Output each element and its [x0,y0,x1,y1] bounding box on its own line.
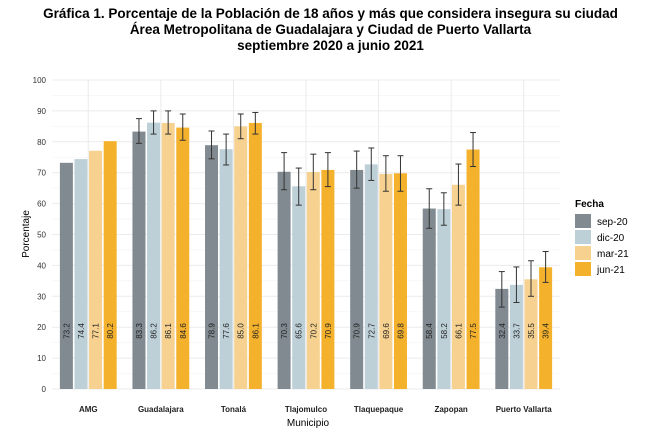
legend-label: sep-20 [597,217,628,228]
data-label: 86.2 [150,323,159,339]
x-tick-label: Tlaquepaque [354,405,404,414]
chart-title-line-3: septiembre 2020 a junio 2021 [237,38,424,53]
bars [59,122,553,390]
data-label: 73.2 [62,323,71,339]
legend: Fecha sep-20 dic-20 mar-21 jun-21 [575,199,629,276]
bar [161,122,175,390]
data-label: 70.9 [324,323,333,339]
data-label: 66.1 [454,323,463,339]
x-axis: AMG Guadalajara Tonalá Tlajomulco Tlaquepaqu… [79,405,552,414]
data-label: 85.0 [237,323,246,339]
x-axis-title: Municipio [287,418,330,429]
data-label: 33.7 [512,323,521,339]
legend-swatch [575,262,591,276]
y-tick-label: 90 [37,107,46,116]
data-label: 84.6 [179,323,188,339]
bar [132,131,146,389]
data-label: 32.4 [498,323,507,339]
bar [277,171,291,389]
y-tick-label: 30 [37,292,46,301]
bar [59,162,73,389]
bar [393,173,407,389]
legend-label: dic-20 [597,233,625,244]
legend-label: mar-21 [597,249,629,260]
bar [379,173,393,389]
y-tick-label: 80 [37,138,46,147]
y-tick-label: 0 [42,385,47,394]
data-label: 58.4 [425,323,434,339]
bar [74,159,88,389]
y-tick-label: 60 [37,200,46,209]
x-tick-label: Zapopan [434,405,467,414]
data-label: 70.9 [353,323,362,339]
bar [524,279,538,389]
y-axis: 0 10 20 30 40 50 60 70 80 90 100 [33,76,47,394]
legend-swatch [575,246,591,260]
y-tick-label: 50 [37,231,46,240]
grid-lines [52,79,560,390]
bar [321,169,335,389]
x-tick-label: Puerto Vallarta [496,405,553,414]
bar [422,208,436,389]
data-label: 69.8 [396,323,405,339]
data-label: 72.7 [367,323,376,339]
data-label: 77.5 [469,323,478,339]
x-tick-label: Guadalajara [138,405,184,414]
x-tick-label: AMG [79,405,98,414]
data-label: 70.2 [309,323,318,339]
y-axis-title: Porcentaje [21,210,32,258]
legend-label: jun-21 [596,265,625,276]
data-label: 58.2 [440,323,449,339]
x-tick-label: Tlajomulco [285,405,327,414]
data-label: 65.6 [295,323,304,339]
y-tick-label: 10 [37,354,46,363]
chart-title-line-1: Gráfica 1. Porcentaje de la Población de… [43,6,618,21]
bar [495,288,509,389]
bar [292,186,306,389]
y-tick-label: 40 [37,261,46,270]
x-tick-label: Tonalá [221,405,247,414]
data-label: 86.1 [164,323,173,339]
bar [176,127,190,389]
bar [205,145,219,389]
bar [451,184,465,389]
bar [509,284,523,389]
data-label: 35.5 [527,323,536,339]
legend-swatch [575,214,591,228]
data-label: 86.1 [251,323,260,339]
y-tick-label: 20 [37,323,46,332]
legend-swatch [575,230,591,244]
error-bars [135,110,549,308]
data-label: 70.3 [280,323,289,339]
data-label: 78.9 [208,323,217,339]
bar [234,126,248,389]
chart-title: Gráfica 1. Porcentaje de la Población de… [0,6,661,54]
data-label: 83.3 [135,323,144,339]
bar [437,209,451,389]
bar [364,164,378,389]
bar [539,267,553,389]
value-labels: 73.2 83.3 78.9 70.3 70.9 58.4 32.4 74.4 86.2 77.6… [62,323,550,339]
legend-title: Fecha [575,199,604,210]
data-label: 74.4 [77,323,86,339]
data-label: 77.1 [92,323,101,339]
bar [89,150,103,389]
bar [306,172,320,389]
data-label: 77.6 [222,323,231,339]
chart-title-line-2: Área Metropolitana de Guadalajara y Ciud… [129,22,532,37]
bar [466,149,480,389]
y-tick-label: 70 [37,169,46,178]
bar [147,122,161,389]
data-label: 39.4 [542,323,551,339]
data-label: 80.2 [106,323,115,339]
y-tick-label: 100 [33,76,47,85]
bar [219,149,233,389]
bar [103,141,117,389]
bar [248,122,262,390]
data-label: 69.6 [382,323,391,339]
bar [350,169,364,389]
